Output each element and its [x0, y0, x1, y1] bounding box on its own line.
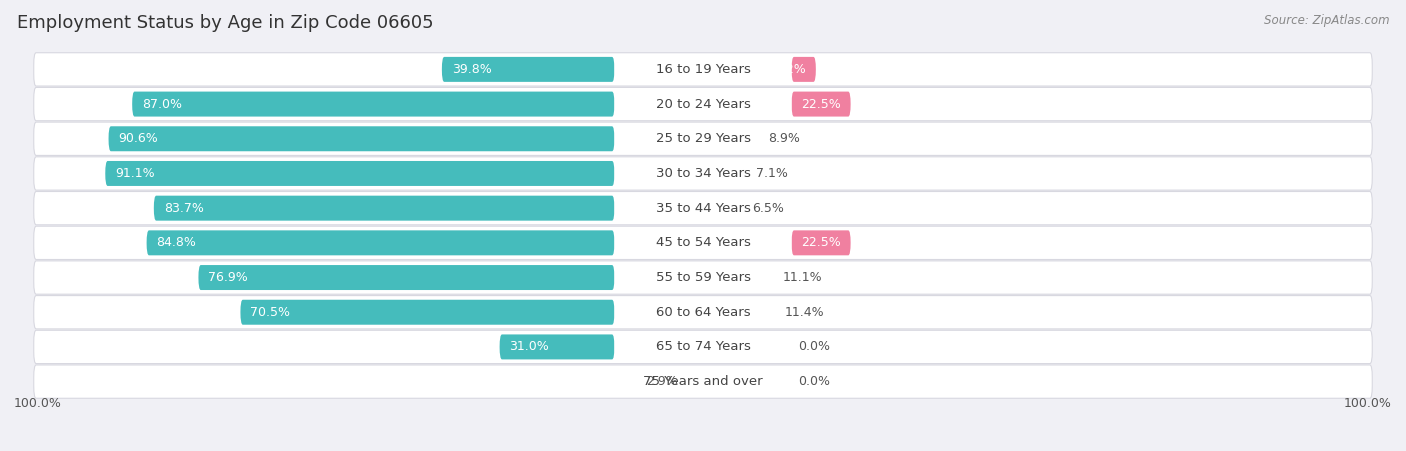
- Text: 25 to 29 Years: 25 to 29 Years: [655, 132, 751, 145]
- Text: 31.0%: 31.0%: [509, 341, 550, 354]
- Text: 100.0%: 100.0%: [1344, 396, 1392, 410]
- Text: 75 Years and over: 75 Years and over: [643, 375, 763, 388]
- Text: Source: ZipAtlas.com: Source: ZipAtlas.com: [1264, 14, 1389, 27]
- FancyBboxPatch shape: [132, 92, 614, 116]
- Text: 45 to 54 Years: 45 to 54 Years: [655, 236, 751, 249]
- Text: 22.5%: 22.5%: [801, 97, 841, 110]
- Text: 87.0%: 87.0%: [142, 97, 181, 110]
- FancyBboxPatch shape: [614, 161, 792, 186]
- Text: 6.5%: 6.5%: [752, 202, 785, 215]
- Text: 70.5%: 70.5%: [250, 306, 290, 319]
- FancyBboxPatch shape: [614, 126, 792, 151]
- FancyBboxPatch shape: [34, 226, 1372, 259]
- Text: 76.9%: 76.9%: [208, 271, 247, 284]
- FancyBboxPatch shape: [34, 157, 1372, 190]
- FancyBboxPatch shape: [34, 295, 1372, 329]
- Text: 83.7%: 83.7%: [163, 202, 204, 215]
- Text: 11.4%: 11.4%: [785, 306, 824, 319]
- FancyBboxPatch shape: [441, 57, 614, 82]
- Text: 2.9%: 2.9%: [645, 375, 678, 388]
- Text: 17.2%: 17.2%: [766, 63, 806, 76]
- FancyBboxPatch shape: [792, 57, 815, 82]
- FancyBboxPatch shape: [614, 196, 792, 221]
- Text: 20 to 24 Years: 20 to 24 Years: [655, 97, 751, 110]
- FancyBboxPatch shape: [614, 265, 792, 290]
- Text: 0.0%: 0.0%: [799, 375, 830, 388]
- Text: 84.8%: 84.8%: [156, 236, 197, 249]
- FancyBboxPatch shape: [792, 230, 851, 255]
- FancyBboxPatch shape: [614, 230, 792, 255]
- Text: 90.6%: 90.6%: [118, 132, 157, 145]
- Text: 22.5%: 22.5%: [801, 236, 841, 249]
- Text: 16 to 19 Years: 16 to 19 Years: [655, 63, 751, 76]
- FancyBboxPatch shape: [34, 53, 1372, 86]
- FancyBboxPatch shape: [34, 330, 1372, 364]
- FancyBboxPatch shape: [108, 126, 614, 151]
- Text: Employment Status by Age in Zip Code 06605: Employment Status by Age in Zip Code 066…: [17, 14, 433, 32]
- FancyBboxPatch shape: [499, 335, 614, 359]
- FancyBboxPatch shape: [198, 265, 614, 290]
- FancyBboxPatch shape: [34, 261, 1372, 294]
- FancyBboxPatch shape: [34, 87, 1372, 121]
- FancyBboxPatch shape: [614, 335, 792, 359]
- FancyBboxPatch shape: [614, 300, 792, 325]
- FancyBboxPatch shape: [146, 230, 614, 255]
- FancyBboxPatch shape: [240, 300, 614, 325]
- Text: 100.0%: 100.0%: [14, 396, 62, 410]
- Text: 55 to 59 Years: 55 to 59 Years: [655, 271, 751, 284]
- Text: 7.1%: 7.1%: [756, 167, 787, 180]
- Text: 65 to 74 Years: 65 to 74 Years: [655, 341, 751, 354]
- FancyBboxPatch shape: [792, 92, 851, 116]
- FancyBboxPatch shape: [614, 369, 792, 394]
- Text: 30 to 34 Years: 30 to 34 Years: [655, 167, 751, 180]
- FancyBboxPatch shape: [614, 92, 792, 116]
- Text: 0.0%: 0.0%: [799, 341, 830, 354]
- FancyBboxPatch shape: [34, 192, 1372, 225]
- Text: 60 to 64 Years: 60 to 64 Years: [655, 306, 751, 319]
- FancyBboxPatch shape: [105, 161, 614, 186]
- FancyBboxPatch shape: [34, 365, 1372, 398]
- FancyBboxPatch shape: [153, 196, 614, 221]
- FancyBboxPatch shape: [614, 57, 792, 82]
- Text: 39.8%: 39.8%: [451, 63, 492, 76]
- Text: 91.1%: 91.1%: [115, 167, 155, 180]
- FancyBboxPatch shape: [34, 122, 1372, 156]
- Text: 11.1%: 11.1%: [782, 271, 823, 284]
- Text: 8.9%: 8.9%: [768, 132, 800, 145]
- Text: 35 to 44 Years: 35 to 44 Years: [655, 202, 751, 215]
